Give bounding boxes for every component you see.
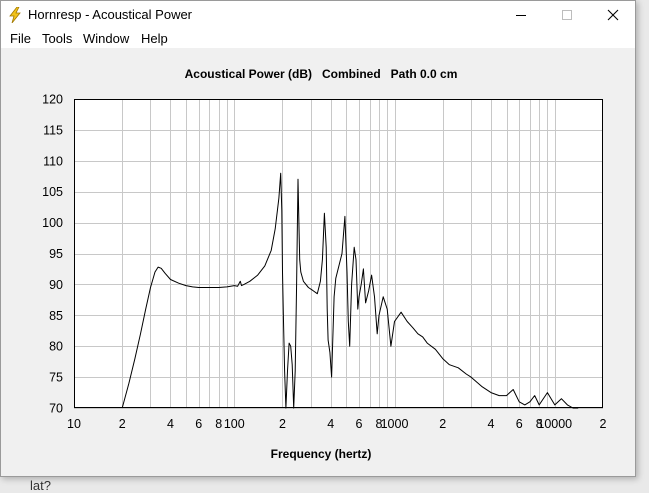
minimize-button[interactable] (498, 1, 544, 29)
x-tick-label: 6 (516, 417, 523, 431)
y-tick-label: 120 (42, 93, 63, 107)
y-tick-label: 80 (49, 340, 63, 354)
x-tick-label: 2 (119, 417, 126, 431)
application-window: Hornresp - Acoustical Power File Tools W… (0, 0, 636, 477)
x-tick-label: 2 (600, 417, 607, 431)
x-tick-label: 8 (375, 417, 382, 431)
x-tick-label: 100 (224, 417, 245, 431)
y-tick-label: 85 (49, 309, 63, 323)
x-tick-label: 4 (488, 417, 495, 431)
y-tick-label: 70 (49, 402, 63, 416)
series-line (121, 172, 579, 409)
x-tick-label: 10000 (537, 417, 572, 431)
x-tick-label: 8 (215, 417, 222, 431)
y-tick-label: 95 (49, 247, 63, 261)
menu-file[interactable]: File (10, 31, 31, 46)
x-tick-label: 10 (67, 417, 81, 431)
title-bar[interactable]: Hornresp - Acoustical Power (1, 1, 635, 29)
x-tick-label: 1000 (381, 417, 409, 431)
y-tick-label: 90 (49, 278, 63, 292)
x-tick-label: 2 (439, 417, 446, 431)
x-axis-label: Frequency (hertz) (270, 447, 372, 461)
y-tick-label: 105 (42, 185, 63, 199)
y-tick-label: 75 (49, 371, 63, 385)
close-button[interactable] (590, 1, 636, 29)
menu-window[interactable]: Window (83, 31, 130, 46)
x-tick-label: 4 (167, 417, 174, 431)
x-tick-label: 4 (327, 417, 334, 431)
maximize-button[interactable] (544, 1, 590, 29)
menu-help[interactable]: Help (141, 31, 168, 46)
window-title: Hornresp - Acoustical Power (28, 7, 193, 22)
plot-frame (74, 99, 603, 408)
chart-title: Acoustical Power (dB) Combined Path 0.0 … (184, 67, 458, 81)
minimize-icon (516, 15, 526, 16)
background-text-fragment: lat? (30, 478, 51, 493)
y-tick-label: 115 (43, 123, 63, 137)
lightning-bolt-icon (9, 7, 21, 23)
y-tick-label: 100 (42, 216, 63, 230)
x-tick-label: 2 (279, 417, 286, 431)
plot-background (74, 99, 603, 408)
x-tick-label: 6 (195, 417, 202, 431)
x-tick-label: 6 (355, 417, 362, 431)
chart-area: Acoustical Power (dB) Combined Path 0.0 … (1, 48, 635, 476)
y-tick-label: 110 (43, 154, 63, 168)
close-icon (607, 9, 619, 21)
x-tick-label: 8 (536, 417, 543, 431)
menu-tools[interactable]: Tools (42, 31, 73, 46)
menu-bar: File Tools Window Help (1, 29, 635, 48)
maximize-icon (562, 10, 572, 20)
